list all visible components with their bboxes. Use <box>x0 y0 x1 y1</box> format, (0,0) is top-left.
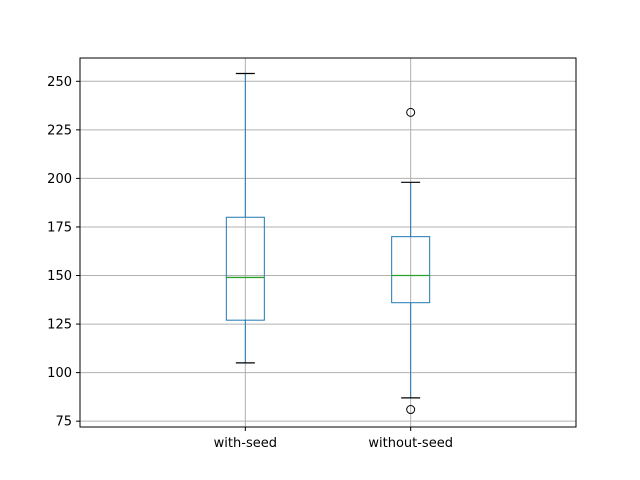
y-tick-label: 200 <box>47 172 72 187</box>
y-tick-label: 250 <box>47 75 72 90</box>
box-group-with-seed <box>225 72 265 364</box>
x-tick-label: with-seed <box>214 436 277 451</box>
x-tick-label: without-seed <box>368 436 453 451</box>
boxes-layer <box>225 72 431 415</box>
y-axis: 75 100 125 150 175 200 225 250 <box>47 75 80 430</box>
box-group-without-seed <box>391 107 431 415</box>
y-tick-label: 100 <box>47 366 72 381</box>
y-tick-label: 150 <box>47 269 72 284</box>
outlier-point <box>406 107 416 117</box>
y-tick-label: 125 <box>47 318 72 333</box>
y-tick-label: 175 <box>47 220 72 235</box>
y-tick-label: 75 <box>55 415 72 430</box>
y-tick-label: 225 <box>47 123 72 138</box>
iqr-box <box>225 216 265 321</box>
outlier-point <box>406 405 416 415</box>
x-axis: with-seed without-seed <box>214 427 453 451</box>
plot-area-frame <box>79 57 577 428</box>
iqr-box <box>391 236 431 304</box>
